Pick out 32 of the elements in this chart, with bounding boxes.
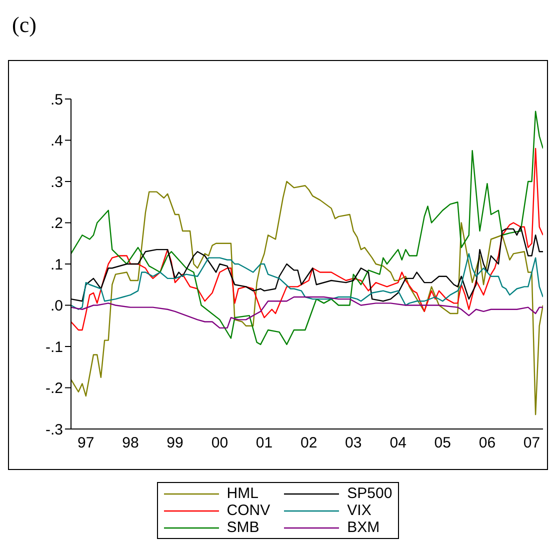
y-tick-label: .1 xyxy=(50,256,63,274)
line-series xyxy=(71,110,543,346)
x-tick-label: 97 xyxy=(78,434,94,452)
x-tick-label: 02 xyxy=(300,434,318,452)
y-tick-label: -.2 xyxy=(45,380,63,398)
y-tick-label: -.3 xyxy=(45,421,63,438)
legend-label: SP500 xyxy=(347,485,392,502)
x-tick-label: 06 xyxy=(478,434,496,452)
x-tick-label: 01 xyxy=(256,434,273,452)
chart-title: (c) xyxy=(11,11,38,39)
x-tick-label: 00 xyxy=(211,434,228,452)
line-series xyxy=(71,180,543,416)
x-tick-label: 05 xyxy=(434,434,451,452)
legend-label: VIX xyxy=(347,502,372,519)
x-tick-label: 98 xyxy=(122,434,139,452)
line-series xyxy=(71,253,543,310)
y-tick-label: .0 xyxy=(50,298,63,315)
x-tick-label: 04 xyxy=(390,434,406,452)
x-tick-label: 99 xyxy=(166,434,184,452)
y-tick-label: .5 xyxy=(50,91,63,108)
y-tick-label: .3 xyxy=(50,174,63,191)
legend-label: CONV xyxy=(226,502,270,519)
x-tick-label: 03 xyxy=(345,434,362,452)
legend-label: BXM xyxy=(347,519,380,536)
line-series xyxy=(71,296,543,329)
y-tick-label: -.1 xyxy=(45,338,63,356)
x-tick-label: 07 xyxy=(523,434,540,452)
y-tick-label: .2 xyxy=(50,215,63,232)
legend-label: SMB xyxy=(226,519,260,536)
y-tick-label: .4 xyxy=(50,132,63,150)
line-series xyxy=(71,148,543,331)
legend-label: HML xyxy=(226,485,258,502)
